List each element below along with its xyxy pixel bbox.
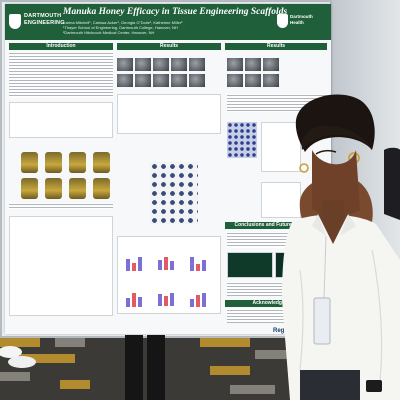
floor-tile	[200, 338, 250, 347]
affiliation-line: ²Dartmouth Hitchcock Medical Center, Han…	[63, 30, 155, 35]
sem-image	[189, 74, 205, 87]
figure-caption	[9, 203, 113, 209]
sem-image	[117, 74, 133, 87]
sem-image	[189, 58, 205, 71]
floor-tile	[0, 338, 40, 347]
sem-image	[171, 58, 187, 71]
sem-image	[153, 74, 169, 87]
figure-schematic	[9, 102, 113, 138]
intro-text	[9, 52, 113, 98]
floor-tile	[210, 366, 250, 375]
neckline	[318, 214, 348, 244]
microscopy-image	[227, 122, 257, 158]
background-person	[384, 147, 400, 220]
research-poster: DARTMOUTH ENGINEERING Manuka Honey Effic…	[5, 4, 331, 334]
floor-tile	[230, 385, 275, 394]
floor-tile	[20, 354, 75, 363]
floor-tile	[55, 338, 85, 347]
presenter	[282, 94, 400, 400]
bar-chart	[158, 293, 174, 306]
dartmouth-health-logo: Dartmouth Health	[277, 13, 329, 31]
figure-image	[227, 252, 273, 278]
sem-image	[263, 74, 279, 87]
section-results: Results	[117, 43, 221, 50]
honey-sample	[45, 152, 62, 173]
poster-board: DARTMOUTH ENGINEERING Manuka Honey Effic…	[0, 0, 332, 338]
face	[312, 150, 360, 216]
honey-sample	[93, 152, 110, 173]
affiliation-line: ¹Thayer School of Engineering, Dartmouth…	[63, 25, 178, 30]
sem-image	[171, 74, 187, 87]
pants	[300, 370, 360, 400]
leg	[147, 335, 165, 400]
bar-chart	[126, 257, 142, 271]
lanyard	[323, 235, 327, 301]
honey-sample	[69, 152, 86, 173]
sem-image	[153, 58, 169, 71]
sem-image	[245, 58, 261, 71]
shirt-fold	[371, 249, 383, 381]
authors-line: Karina Mitchell¹, Carissa Acker¹, Georgi…	[63, 20, 183, 25]
shield-icon	[9, 14, 21, 29]
shirt-fold	[299, 269, 304, 371]
floor-tile	[60, 380, 90, 389]
figure-bar-charts	[117, 236, 221, 314]
floor-tile	[0, 372, 30, 381]
honey-sample	[69, 178, 86, 199]
sem-image	[245, 74, 261, 87]
section-introduction: Introduction	[9, 43, 113, 50]
section-acknowledgements: Acknowledgements	[225, 300, 327, 307]
earring	[299, 163, 309, 173]
poster-authors: Karina Mitchell¹, Carissa Acker¹, Georgi…	[63, 20, 263, 35]
figure-chart	[261, 122, 301, 172]
section-conclusions: Conclusions and Future Directions	[225, 222, 327, 229]
logo-right-text: Dartmouth Health	[290, 14, 313, 25]
figure-chart	[117, 94, 221, 134]
bar-chart	[158, 257, 174, 270]
bar-chart	[190, 293, 206, 307]
bar-chart	[190, 257, 206, 271]
shield-icon	[277, 14, 288, 28]
honey-sample	[21, 178, 38, 199]
name-badge	[313, 297, 331, 345]
sem-image	[263, 58, 279, 71]
collar	[312, 214, 326, 236]
sem-image	[227, 58, 243, 71]
leg	[125, 335, 143, 400]
logo-left-text: DARTMOUTH ENGINEERING	[24, 13, 65, 26]
honey-sample	[21, 152, 38, 173]
collar	[340, 214, 356, 236]
sem-image	[227, 74, 243, 87]
results-text	[227, 94, 327, 112]
dartmouth-engineering-logo: DARTMOUTH ENGINEERING	[9, 13, 65, 31]
figure-graphs	[9, 216, 113, 316]
honey-sample	[45, 178, 62, 199]
hair	[301, 125, 372, 150]
well-plate-image	[150, 162, 198, 224]
sem-image	[117, 58, 133, 71]
white-shirt	[282, 214, 400, 400]
section-results-right: Results	[225, 43, 327, 50]
poster-header: DARTMOUTH ENGINEERING Manuka Honey Effic…	[5, 4, 331, 40]
honey-sample	[93, 178, 110, 199]
bar-chart	[126, 293, 142, 307]
sem-image	[135, 58, 151, 71]
poster-title: Manuka Honey Efficacy in Tissue Engineer…	[63, 7, 288, 17]
sem-image	[135, 74, 151, 87]
sneaker	[0, 346, 22, 358]
sneaker	[8, 356, 36, 368]
watch	[366, 380, 382, 392]
eyebrow	[315, 149, 337, 155]
floor-tile	[255, 350, 290, 359]
